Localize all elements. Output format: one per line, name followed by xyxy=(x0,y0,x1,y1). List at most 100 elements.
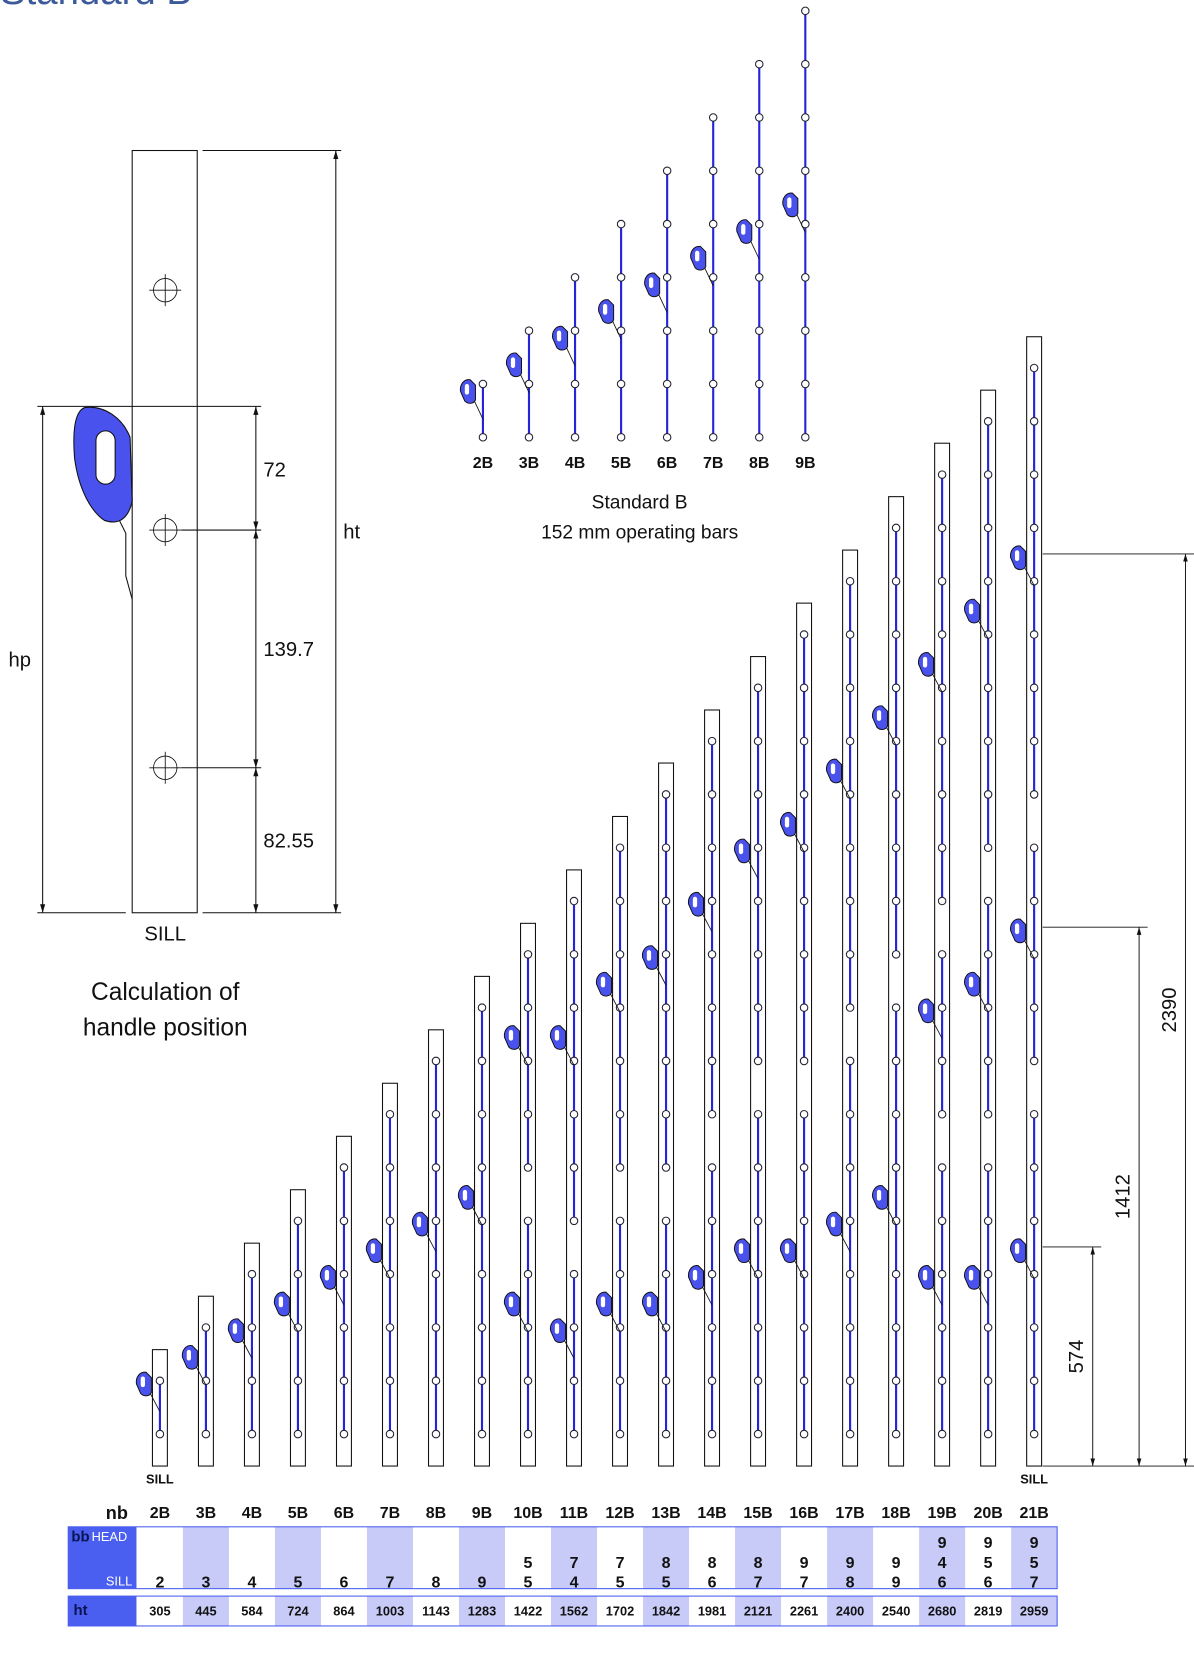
bar-hole xyxy=(339,1163,349,1172)
bar-hole xyxy=(937,576,947,586)
bb-value: 5 xyxy=(524,1555,533,1572)
bar-hole xyxy=(662,219,672,229)
bar-hole xyxy=(845,1109,855,1119)
bar-hole xyxy=(569,1003,579,1012)
table-border xyxy=(67,1595,1058,1627)
bar-label: 9B xyxy=(795,455,815,472)
nb-header: 21B xyxy=(1019,1505,1048,1522)
column-band xyxy=(643,1596,690,1626)
bar-hole xyxy=(1029,1429,1039,1439)
bar-hole xyxy=(983,683,993,693)
bb-value: 9 xyxy=(846,1555,855,1572)
bar-hole xyxy=(937,1376,947,1386)
bar-hole xyxy=(753,1056,763,1066)
bar-hole xyxy=(799,896,809,906)
bar-hole xyxy=(293,1216,303,1226)
handle-slot xyxy=(830,1216,836,1228)
bb-value: 8 xyxy=(708,1555,717,1572)
bar-hole xyxy=(431,1323,441,1332)
handle-link xyxy=(840,1233,851,1252)
bar-hole xyxy=(247,1269,257,1279)
bar-hole xyxy=(801,379,810,389)
bb-value: 4 xyxy=(938,1555,947,1572)
bar-hole xyxy=(983,1323,993,1332)
bar-label: 2B xyxy=(473,455,493,472)
handle-slot xyxy=(1014,1243,1020,1254)
ht-value: 305 xyxy=(149,1603,170,1618)
bar-hole xyxy=(1029,363,1039,373)
bar-hole xyxy=(845,950,855,959)
bar-hole xyxy=(293,1376,303,1386)
bar-hole xyxy=(201,1323,211,1332)
handle-link xyxy=(794,1260,805,1279)
bar-hole xyxy=(708,326,718,335)
bar-hole xyxy=(937,896,947,906)
bb-value: 6 xyxy=(708,1575,717,1592)
bar-hole xyxy=(661,790,671,799)
bar-hole xyxy=(431,1109,441,1119)
handle-link xyxy=(241,1340,253,1359)
bar-hole xyxy=(662,273,672,282)
sill-label: SILL xyxy=(1020,1471,1048,1486)
bar-hole xyxy=(1029,1109,1039,1119)
bar-hole xyxy=(799,1056,809,1066)
handle-link xyxy=(474,400,484,420)
bar-hole xyxy=(845,683,855,693)
bar-hole xyxy=(1029,896,1039,906)
bar-hole xyxy=(339,1323,349,1332)
handle-slot xyxy=(232,1323,238,1334)
bar-hole xyxy=(707,1056,717,1066)
bb-value: 8 xyxy=(846,1575,855,1592)
handle-link xyxy=(748,860,759,879)
handle-slot xyxy=(600,976,606,988)
handle-link xyxy=(333,1286,345,1306)
bb-value: 5 xyxy=(662,1575,671,1592)
bar-hole xyxy=(478,433,488,442)
ht-value: 2819 xyxy=(974,1603,1002,1618)
handle-link xyxy=(886,1206,897,1226)
bar-hole xyxy=(477,1109,487,1119)
handle-link xyxy=(564,1046,575,1066)
bar-hole xyxy=(477,1163,487,1172)
bb-value: 8 xyxy=(754,1555,763,1572)
bar-hole xyxy=(983,896,993,906)
bar-hole xyxy=(708,379,718,389)
ht-value: 2121 xyxy=(744,1603,772,1618)
handle-link xyxy=(612,320,622,340)
bar-hole xyxy=(937,1323,947,1332)
bar-hole xyxy=(937,1216,947,1226)
column-band xyxy=(827,1526,874,1589)
nb-header: 19B xyxy=(927,1505,956,1522)
bar-hole xyxy=(707,1109,717,1119)
bar-hole xyxy=(753,1376,763,1386)
bar-hole xyxy=(891,1429,901,1439)
dimension-label: 2390 xyxy=(1159,987,1181,1032)
handle-link xyxy=(702,1286,713,1306)
bar-hole xyxy=(477,1056,487,1066)
bar-label: 7B xyxy=(703,455,723,472)
bar-hole xyxy=(707,896,717,906)
bar-hole xyxy=(983,523,993,533)
column-band xyxy=(458,1596,505,1626)
bar-hole xyxy=(661,843,671,852)
bb-value: 6 xyxy=(340,1575,349,1592)
bb-value: 8 xyxy=(662,1555,671,1572)
bar-hole xyxy=(983,1056,993,1066)
bar-hole xyxy=(801,6,810,16)
bar-hole xyxy=(707,1376,717,1386)
bar-hole xyxy=(707,736,717,746)
handle-link xyxy=(978,1286,989,1306)
bar-hole xyxy=(983,576,993,586)
handle-link xyxy=(704,267,714,287)
bar-hole xyxy=(661,1163,671,1172)
bar-hole xyxy=(431,1269,441,1279)
dim-label: 139.7 xyxy=(263,639,314,661)
bar-hole xyxy=(524,433,534,442)
nb-header: 12B xyxy=(605,1505,634,1522)
bar-hole xyxy=(983,1429,993,1439)
bar-hole xyxy=(937,1056,947,1066)
bar-hole xyxy=(801,326,810,335)
nb-header: 15B xyxy=(743,1505,772,1522)
bar-hole xyxy=(1029,630,1039,639)
nb-label: nb xyxy=(106,1503,128,1523)
